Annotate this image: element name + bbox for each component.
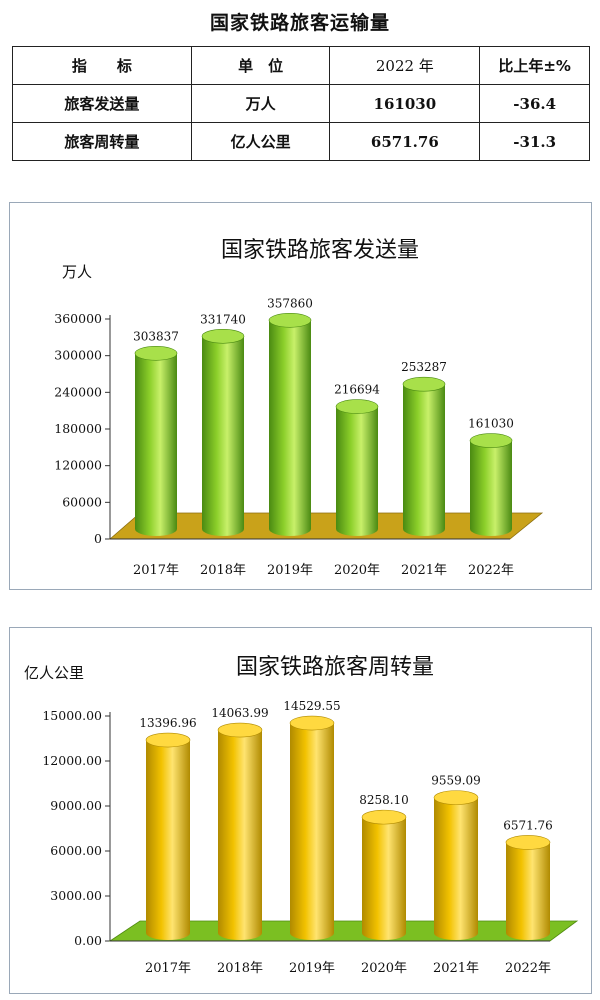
bar bbox=[145, 732, 191, 940]
chart-panel-passenger-km: 国家铁路旅客周转量 亿人公里 0.00 3000.00 6000.00 9000.00 12… bbox=[9, 627, 592, 994]
x-tick-label: 2017年 bbox=[145, 961, 191, 976]
data-label: 357860 bbox=[267, 296, 313, 310]
y-tick-label: 120000 bbox=[54, 458, 102, 473]
bar-top bbox=[433, 790, 479, 805]
chart-panel-passengers: 国家铁路旅客发送量万人 0 60000 120000 180000 240000 30000… bbox=[9, 202, 592, 590]
row-unit: 万人 bbox=[190, 84, 331, 123]
data-label: 216694 bbox=[334, 383, 380, 397]
bar-body bbox=[434, 797, 478, 940]
y-axis-label: 万人 bbox=[62, 263, 92, 281]
bar-top bbox=[217, 722, 263, 738]
x-tick-label: 2020年 bbox=[361, 961, 407, 976]
bar-body bbox=[202, 336, 244, 536]
table-header-row: 指 标 单 位 2022 年 比上年±% bbox=[12, 46, 590, 85]
x-tick-label: 2018年 bbox=[217, 961, 263, 976]
bar-top bbox=[361, 809, 407, 825]
row-change: -36.4 bbox=[479, 84, 590, 123]
chart-title: 国家铁路旅客发送量 bbox=[221, 238, 419, 263]
bar bbox=[335, 399, 379, 536]
y-tick-label: 60000 bbox=[62, 494, 102, 509]
x-tick-label: 2017年 bbox=[133, 563, 179, 578]
bar bbox=[201, 328, 245, 536]
data-label: 13396.96 bbox=[139, 716, 196, 730]
row-unit: 亿人公里 bbox=[190, 122, 331, 161]
data-label: 331740 bbox=[200, 312, 246, 326]
header-indicator: 指 标 bbox=[12, 46, 192, 85]
x-tick-label: 2021年 bbox=[433, 961, 479, 976]
y-tick-label: 360000 bbox=[54, 311, 102, 326]
x-tick-label: 2020年 bbox=[334, 563, 380, 578]
bar-top bbox=[505, 835, 551, 850]
bar-top bbox=[335, 399, 379, 414]
x-tick-label: 2022年 bbox=[505, 961, 551, 976]
header-unit: 单 位 bbox=[190, 46, 331, 85]
x-tick-label: 2018年 bbox=[200, 563, 246, 578]
x-tick-label: 2019年 bbox=[289, 961, 335, 976]
header-change: 比上年±% bbox=[479, 46, 590, 85]
y-axis-label: 亿人公里 bbox=[24, 664, 84, 682]
bar-body bbox=[470, 440, 512, 536]
bar-top bbox=[268, 313, 312, 328]
chart-title: 国家铁路旅客周转量 bbox=[236, 655, 434, 680]
bar-body bbox=[403, 384, 445, 536]
bar-top bbox=[201, 328, 245, 344]
row-value: 161030 bbox=[329, 84, 481, 123]
y-tick-label: 15000.00 bbox=[42, 708, 102, 723]
x-tick-label: 2019年 bbox=[267, 563, 313, 578]
bar-body bbox=[269, 320, 311, 536]
row-change: -31.3 bbox=[479, 122, 590, 161]
table-row: 旅客发送量 万人 161030 -36.4 bbox=[12, 84, 590, 123]
y-tick-label: 6000.00 bbox=[50, 843, 102, 858]
data-label: 303837 bbox=[133, 329, 179, 343]
y-tick-label: 240000 bbox=[54, 384, 102, 399]
data-label: 14529.55 bbox=[283, 699, 340, 713]
data-label: 6571.76 bbox=[503, 818, 553, 832]
data-label: 14063.99 bbox=[211, 706, 268, 720]
summary-table: 指 标 单 位 2022 年 比上年±% 旅客发送量 万人 161030 -36… bbox=[12, 46, 590, 161]
bar bbox=[469, 433, 513, 536]
bar bbox=[289, 715, 335, 940]
page-title: 国家铁路旅客运输量 bbox=[209, 12, 390, 34]
y-tick-label: 300000 bbox=[54, 348, 102, 363]
bar bbox=[361, 809, 407, 940]
bar-top bbox=[289, 715, 335, 731]
bar bbox=[268, 313, 312, 536]
y-tick-label: 12000.00 bbox=[42, 753, 102, 768]
bar-top bbox=[402, 376, 446, 392]
bar bbox=[134, 346, 178, 536]
bar-body bbox=[362, 817, 406, 940]
x-tick-label: 2022年 bbox=[468, 563, 514, 578]
bar bbox=[505, 835, 551, 940]
header-year: 2022 年 bbox=[329, 46, 481, 85]
bar-body bbox=[290, 723, 334, 940]
data-label: 253287 bbox=[401, 360, 447, 374]
bar bbox=[433, 790, 479, 940]
bar-top bbox=[145, 732, 191, 748]
bar-body bbox=[135, 353, 177, 536]
x-tick-label: 2021年 bbox=[401, 563, 447, 578]
bar bbox=[217, 722, 263, 940]
chart-passenger-km: 国家铁路旅客周转量 亿人公里 0.00 3000.00 6000.00 9000.00 12… bbox=[24, 655, 579, 976]
bar-body bbox=[336, 406, 378, 536]
y-tick-label: 9000.00 bbox=[50, 798, 102, 813]
y-tick-label: 0 bbox=[94, 531, 102, 546]
bar-top bbox=[469, 433, 513, 448]
table-row: 旅客周转量 亿人公里 6571.76 -31.3 bbox=[12, 122, 590, 161]
data-label: 8258.10 bbox=[359, 793, 409, 807]
bar-body bbox=[218, 730, 262, 940]
bar bbox=[402, 376, 446, 536]
bar-body bbox=[146, 740, 190, 940]
data-label: 161030 bbox=[468, 417, 514, 431]
y-tick-label: 0.00 bbox=[74, 933, 102, 948]
bar-body bbox=[506, 842, 550, 940]
y-tick-label: 3000.00 bbox=[50, 888, 102, 903]
row-indicator: 旅客周转量 bbox=[12, 122, 192, 161]
data-label: 9559.09 bbox=[431, 774, 481, 788]
row-value: 6571.76 bbox=[329, 122, 481, 161]
bar-top bbox=[134, 346, 178, 361]
y-tick-label: 180000 bbox=[54, 421, 102, 436]
row-indicator: 旅客发送量 bbox=[12, 84, 192, 123]
